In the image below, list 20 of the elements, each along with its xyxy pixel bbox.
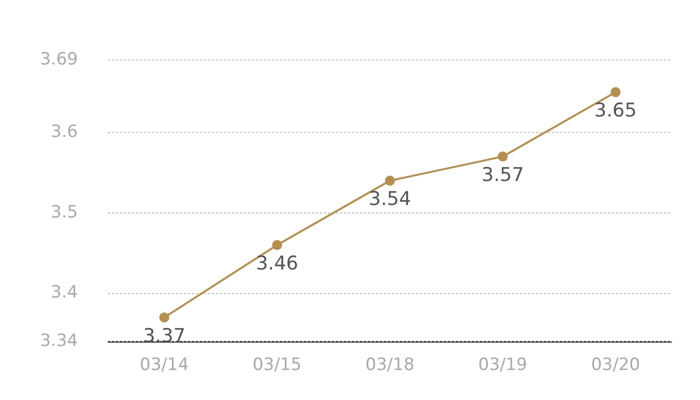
y-tick-label: 3.34 xyxy=(40,331,78,352)
point xyxy=(272,240,282,250)
data-label: 3.37 xyxy=(143,324,186,347)
data-label: 3.57 xyxy=(482,164,524,186)
y-tick-label: 3.5 xyxy=(50,202,78,222)
x-tick-label: 03/18 xyxy=(365,355,414,376)
y-tick-label: 3.4 xyxy=(50,282,78,303)
data-label: 3.54 xyxy=(368,188,412,210)
data-label: 3.65 xyxy=(594,100,637,122)
y-tick-label: 3.69 xyxy=(40,49,78,70)
point xyxy=(610,87,621,98)
x-tick-label: 03/14 xyxy=(140,355,189,376)
point xyxy=(159,312,170,322)
point xyxy=(498,152,508,162)
x-tick-label: 03/20 xyxy=(591,355,640,376)
point xyxy=(384,176,395,186)
x-tick-label: 03/15 xyxy=(252,355,302,376)
y-tick-label: 3.6 xyxy=(50,122,78,142)
data-label: 3.46 xyxy=(256,252,298,274)
x-tick-label: 03/19 xyxy=(478,355,528,376)
